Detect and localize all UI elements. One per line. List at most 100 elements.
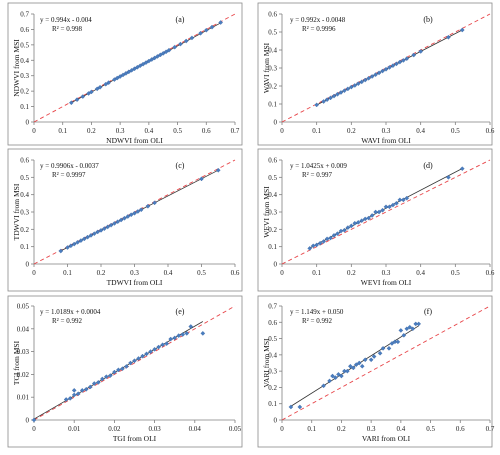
data-point <box>116 367 121 373</box>
x-axis-label: WEVI from OLI <box>361 278 412 287</box>
panel-frame <box>257 295 493 448</box>
data-point <box>178 41 183 47</box>
y-tick-label: 0.2 <box>20 88 29 96</box>
data-point <box>117 74 123 79</box>
y-tick-label: 0.02 <box>17 371 30 379</box>
data-point <box>71 241 77 247</box>
data-point <box>328 95 333 101</box>
x-tick-label: 0.04 <box>189 425 202 433</box>
data-point <box>126 69 132 75</box>
y-tick-label: 0.2 <box>20 226 29 234</box>
y-tick-label: 0.3 <box>20 72 29 80</box>
data-point <box>86 91 91 96</box>
data-point <box>128 360 133 366</box>
data-point <box>97 84 103 90</box>
data-point <box>118 217 124 223</box>
y-tick-label: 0.5 <box>268 335 277 343</box>
data-point <box>112 77 117 82</box>
y-tick-label: 0.5 <box>268 174 277 182</box>
data-point <box>132 66 137 72</box>
data-point <box>94 86 100 92</box>
data-point <box>63 397 69 402</box>
data-point <box>198 30 203 36</box>
data-point <box>336 372 341 377</box>
x-axis-label: VARI from OLI <box>362 434 411 443</box>
y-tick-label: 0.7 <box>268 303 277 311</box>
x-tick-label: 0.2 <box>97 269 106 277</box>
data-point <box>100 376 105 382</box>
data-point <box>144 351 149 357</box>
y-tick-label: 0.3 <box>268 209 277 217</box>
data-point <box>137 63 143 68</box>
r-squared: R² = 0.998 <box>52 25 82 33</box>
data-point <box>184 331 190 336</box>
data-point <box>69 100 74 106</box>
x-tick-label: 0.7 <box>486 425 495 433</box>
y-tick-label: 0.03 <box>17 348 30 356</box>
r-squared: R² = 0.9997 <box>52 171 86 179</box>
x-tick-label: 0.2 <box>347 127 356 135</box>
panel-d: 0 0.1 0.2 0.3 0.4 0.5 0.6 0 0.1 0.2 0.3 0.4 0.5 0.6 y … <box>257 148 495 292</box>
panel-label: (c) <box>176 161 185 170</box>
data-point <box>106 80 111 85</box>
data-point <box>335 91 340 97</box>
data-point <box>158 52 163 58</box>
x-axis-label: TDWVI from OLI <box>107 278 163 287</box>
data-point <box>359 218 365 223</box>
data-point <box>166 47 172 53</box>
data-point <box>199 176 204 182</box>
data-point <box>380 207 385 213</box>
data-point <box>355 220 361 225</box>
data-point <box>188 324 194 329</box>
x-tick-label: 0.4 <box>164 269 173 277</box>
data-point <box>366 75 371 81</box>
data-point <box>68 243 74 249</box>
panel-label: (a) <box>176 15 185 24</box>
y-tick-label: 0.4 <box>20 57 29 65</box>
data-point <box>369 74 375 79</box>
data-point <box>395 339 401 345</box>
data-point <box>112 221 117 226</box>
r-squared: R² = 0.9996 <box>302 25 336 33</box>
data-point <box>104 374 109 379</box>
data-point <box>145 203 151 209</box>
data-point <box>386 346 392 351</box>
y-tick-label: 0.6 <box>20 157 29 165</box>
data-point <box>351 365 356 371</box>
data-point <box>135 64 140 70</box>
data-point <box>339 373 344 379</box>
data-point <box>401 197 406 203</box>
data-point <box>71 388 77 393</box>
x-tick-label: 0.1 <box>58 127 67 135</box>
data-point <box>75 391 81 397</box>
data-point <box>380 68 385 74</box>
y-tick-label: 0.6 <box>268 319 277 327</box>
data-point <box>164 341 169 346</box>
data-point <box>136 356 141 361</box>
data-point <box>65 245 70 250</box>
data-point <box>390 63 396 68</box>
r-squared: R² = 0.992 <box>52 317 82 325</box>
data-point <box>394 61 399 67</box>
x-tick-label: 0.4 <box>144 127 153 135</box>
data-point <box>71 392 77 398</box>
regression-equation: y = 0.992x - 0.0048 <box>290 16 346 24</box>
data-point <box>288 404 294 410</box>
x-tick-label: 0.6 <box>202 127 211 135</box>
y-tick-label: 0.4 <box>268 47 277 55</box>
data-point <box>390 202 396 208</box>
data-point <box>317 240 323 246</box>
data-point <box>349 223 354 229</box>
x-tick-label: 0 <box>32 269 36 277</box>
data-point <box>356 360 362 366</box>
data-point <box>389 341 395 346</box>
data-point <box>148 349 153 354</box>
y-tick-label: 0.6 <box>20 26 29 34</box>
data-point <box>321 383 326 389</box>
data-point <box>371 354 377 359</box>
x-tick-label: 0.02 <box>108 425 121 433</box>
data-point <box>140 61 146 67</box>
y-tick-label: 0.04 <box>17 325 30 333</box>
x-tick-label: 0.5 <box>426 425 435 433</box>
data-point <box>446 175 451 180</box>
